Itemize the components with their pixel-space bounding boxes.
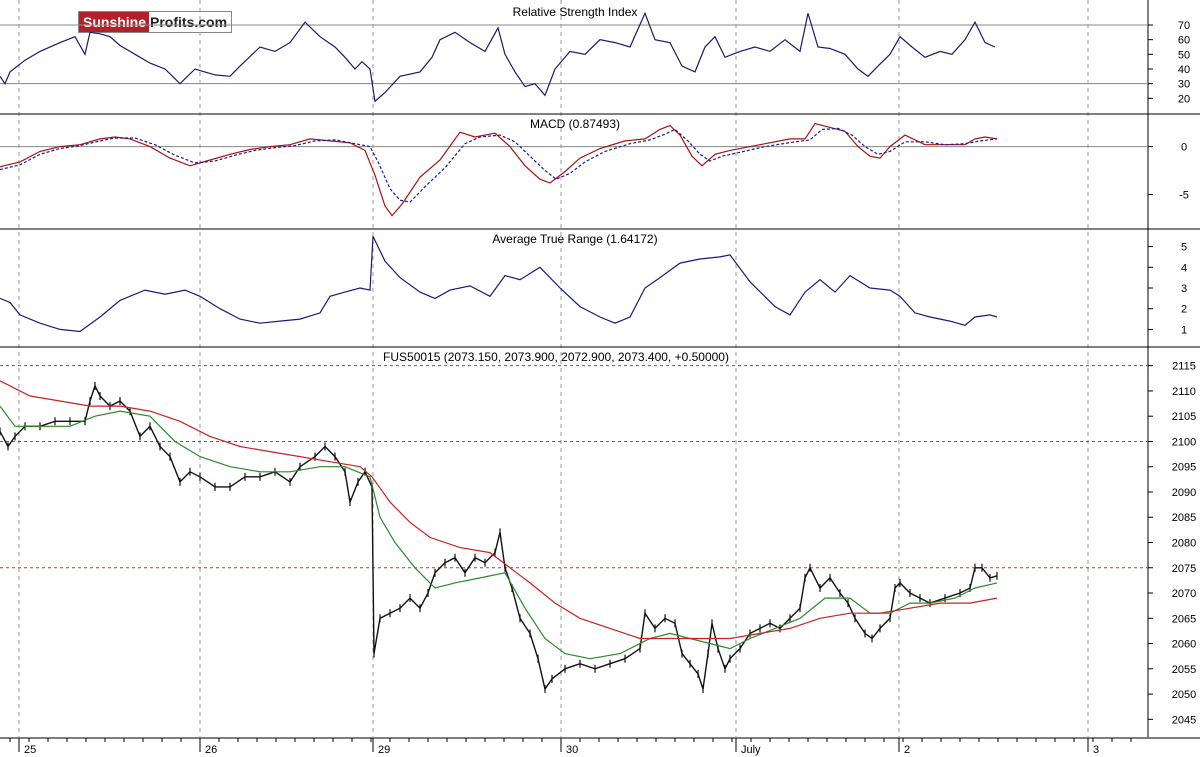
- series-line-0: [0, 11, 996, 103]
- atr-panel: 1 2 3 4 5 Average True Range (1.64172): [0, 232, 1200, 348]
- series-line-0: [0, 405, 998, 660]
- x-tick-label: 26: [205, 744, 217, 756]
- x-tick-label: July: [741, 744, 761, 756]
- y-tick-label: 70: [1178, 20, 1190, 32]
- panel-title: Relative Strength Index: [513, 5, 638, 19]
- y-tick-label: 4: [1181, 262, 1187, 274]
- y-tick-label: 2095: [1172, 462, 1196, 474]
- y-tick-label: 0: [1181, 142, 1187, 154]
- vertical-grid: [18, 0, 1149, 737]
- price-series: [0, 384, 998, 691]
- y-tick-label: 60: [1178, 35, 1190, 47]
- y-tick-label: 50: [1178, 49, 1190, 61]
- y-tick-label: 2085: [1172, 512, 1196, 524]
- y-tick-label: 2: [1181, 304, 1187, 316]
- series-line-0: [0, 122, 998, 217]
- x-tick-label: 25: [24, 744, 36, 756]
- y-tick-label: 2060: [1172, 639, 1196, 651]
- x-tick-label: 29: [378, 744, 390, 756]
- y-tick-label: 3: [1181, 283, 1187, 295]
- panel-title: Average True Range (1.64172): [492, 232, 657, 246]
- x-tick-label: 2: [904, 744, 910, 756]
- y-tick-label: 2090: [1172, 487, 1196, 499]
- y-tick-label: 2065: [1172, 613, 1196, 625]
- sunshine-profits-logo: Sunshine Profits.com: [78, 11, 233, 33]
- y-tick-label: 2075: [1172, 563, 1196, 575]
- y-tick-label: -5: [1179, 189, 1189, 201]
- logo-part-2: Profits.com: [149, 12, 232, 32]
- y-tick-label: 20: [1178, 93, 1190, 105]
- series-line-1: [0, 127, 998, 203]
- y-tick-label: 2105: [1172, 411, 1196, 423]
- y-tick-label: 2070: [1172, 588, 1196, 600]
- y-tick-label: 1: [1181, 324, 1187, 336]
- x-tick-label: 30: [566, 744, 578, 756]
- y-tick-label: 2055: [1172, 664, 1196, 676]
- x-axis: 25 26 29 30 July 2 3: [0, 737, 1148, 756]
- y-tick-label: 30: [1178, 79, 1190, 91]
- y-tick-label: 40: [1178, 64, 1190, 76]
- price-panel: 2045 2050 2055 2060 2065 2070 2075 2080 2085 2090…: [0, 350, 1200, 739]
- y-tick-label: 2045: [1172, 714, 1196, 726]
- y-tick-label: 2100: [1172, 436, 1196, 448]
- x-tick-label: 3: [1093, 744, 1099, 756]
- series-line-1: [0, 380, 998, 640]
- rsi-panel: 20 30 40 50 60 70 Relative Strength Index: [0, 5, 1200, 115]
- macd-panel: 0 -5 MACD (0.87493): [0, 117, 1200, 230]
- logo-part-1: Sunshine: [79, 12, 150, 32]
- panel-title: FUS50015 (2073.150, 2073.900, 2072.900, …: [383, 350, 729, 364]
- y-tick-label: 2080: [1172, 538, 1196, 550]
- y-tick-label: 2110: [1172, 386, 1196, 398]
- panel-title: MACD (0.87493): [530, 117, 620, 131]
- y-tick-label: 2115: [1172, 361, 1196, 373]
- series-line-0: [0, 235, 998, 333]
- y-tick-label: 2050: [1172, 689, 1196, 701]
- y-tick-label: 5: [1181, 242, 1187, 254]
